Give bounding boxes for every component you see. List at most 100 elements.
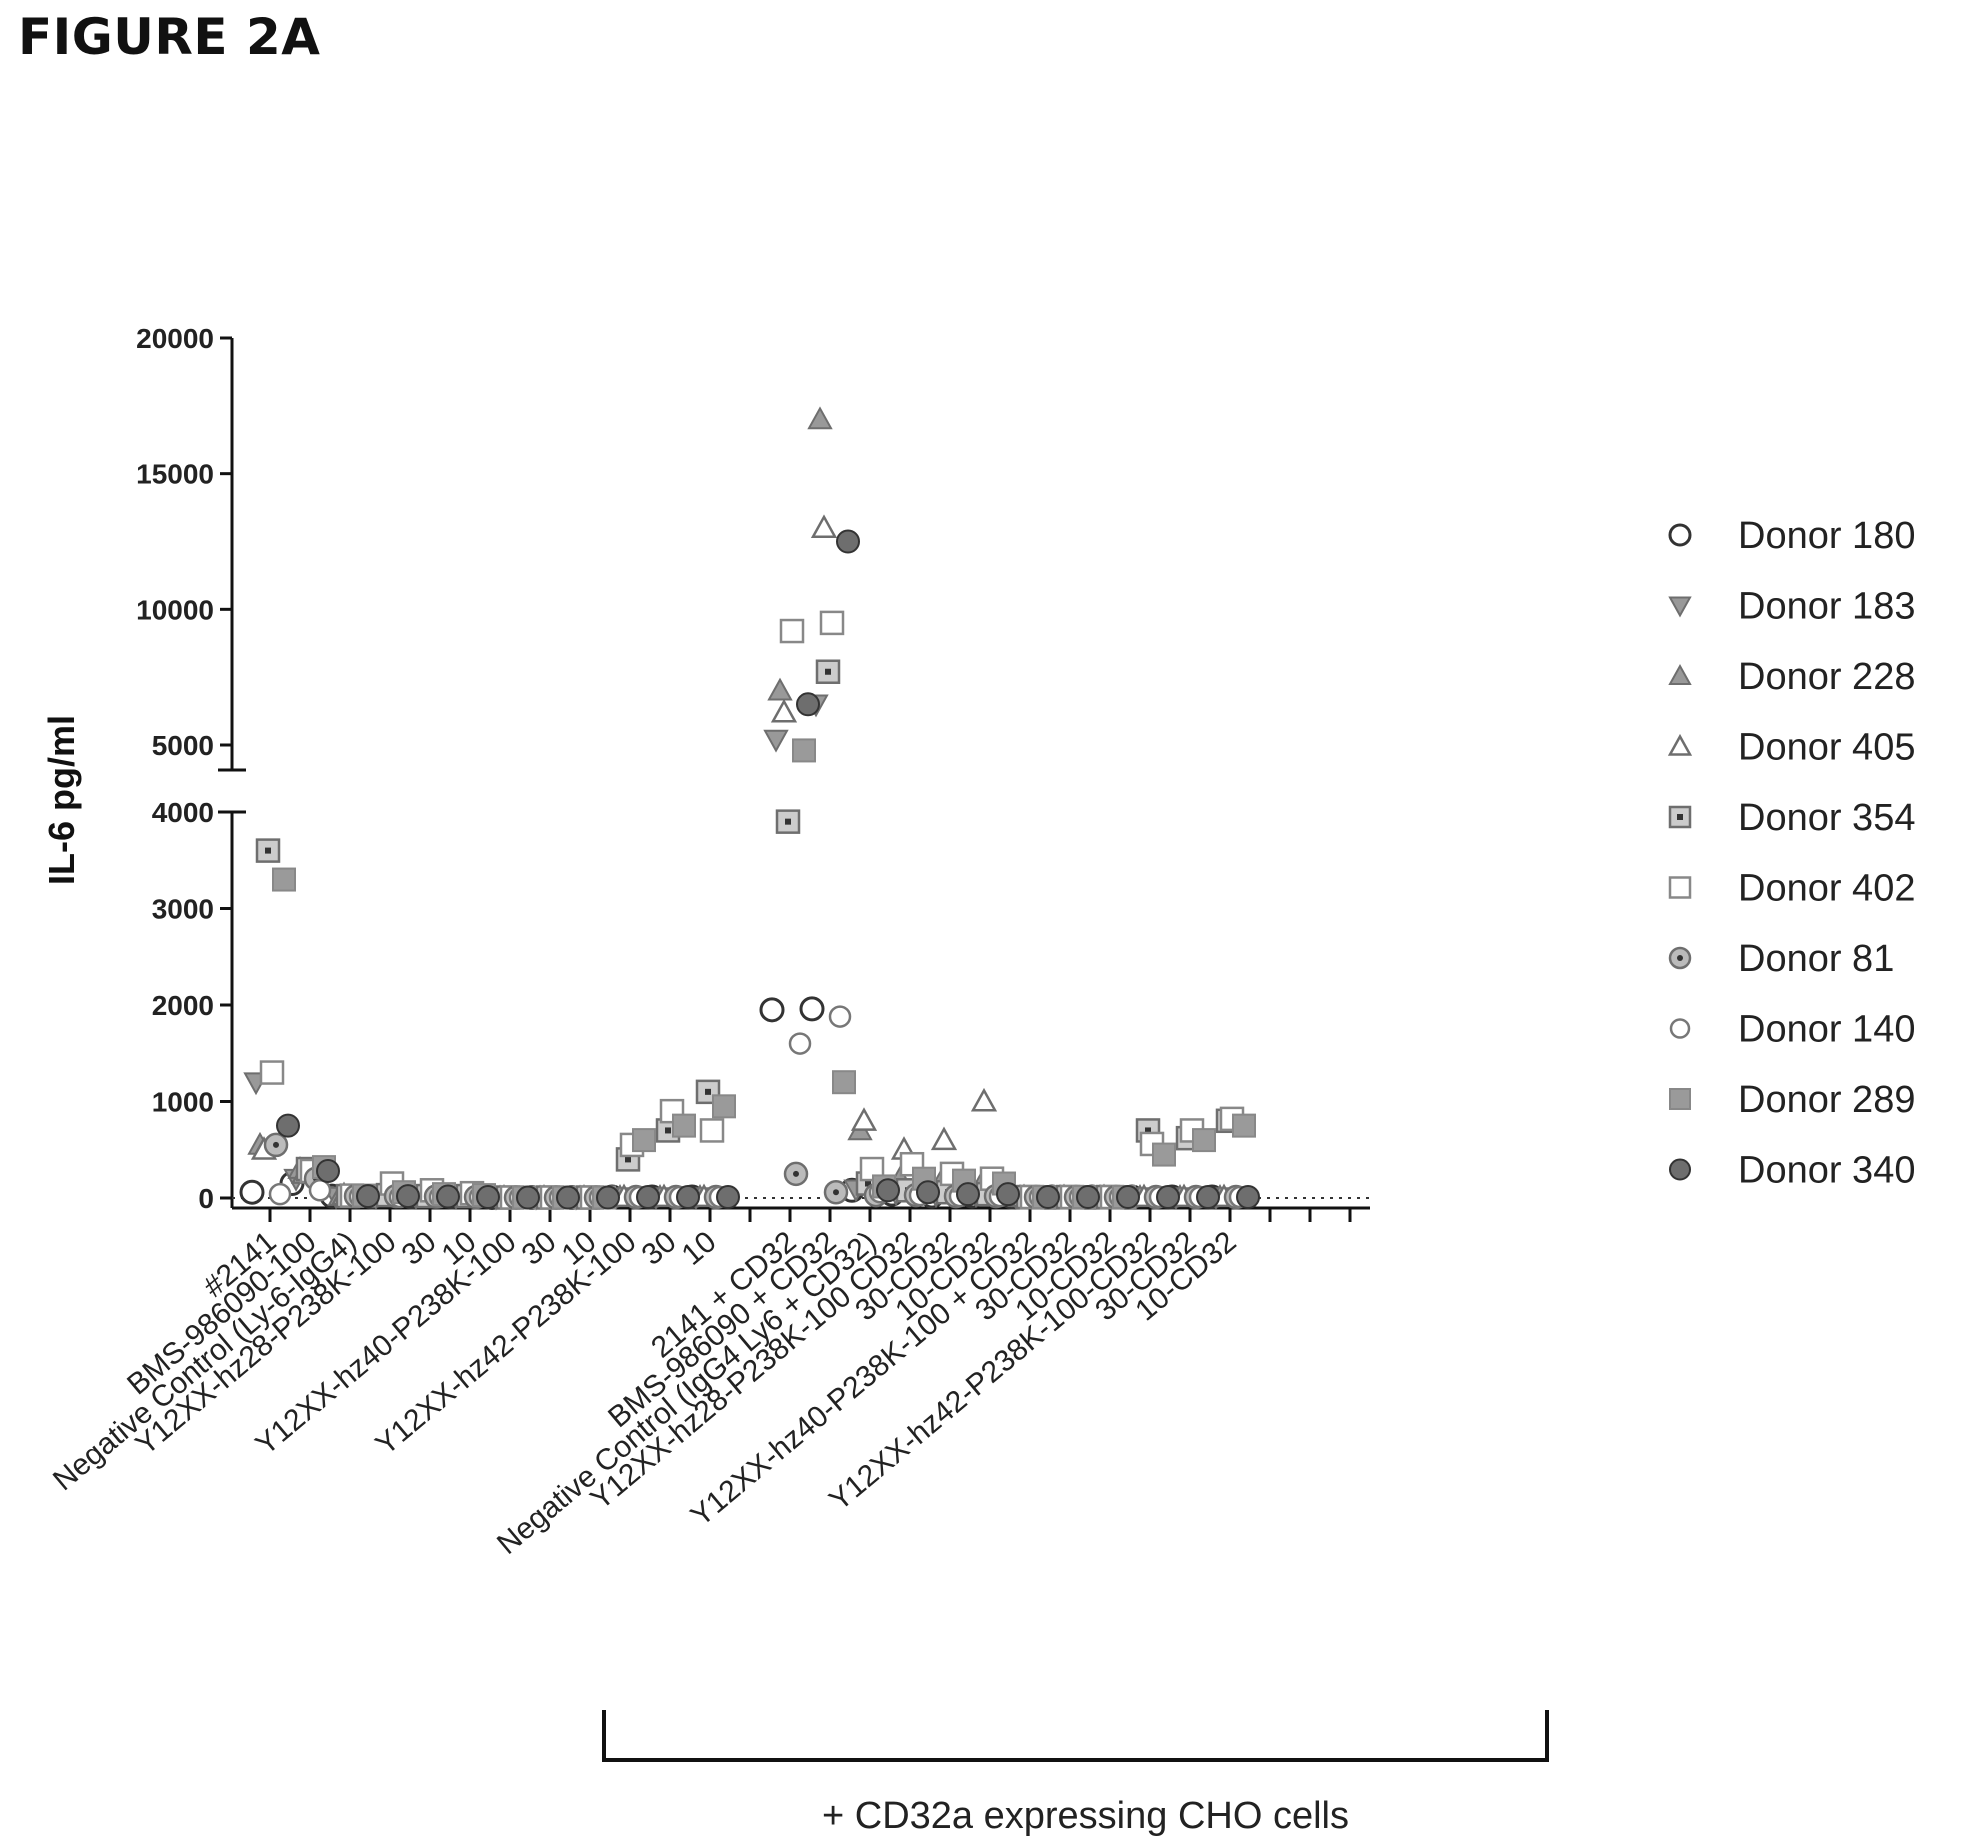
- legend-item: Donor 180: [1668, 515, 1915, 557]
- legend: Donor 180 Donor 183 Donor 228 Donor 405 Dono…: [1667, 515, 1915, 1192]
- data-point: [676, 1185, 700, 1210]
- y-tick-label: 3000: [152, 894, 214, 925]
- legend-item: Donor 340: [1669, 1150, 1915, 1192]
- data-point: [956, 1182, 980, 1207]
- category-label: 30: [636, 1225, 683, 1272]
- data-point: [1152, 1142, 1176, 1167]
- data-point: [828, 1005, 852, 1028]
- legend-item: Donor 81: [1668, 938, 1894, 980]
- data-point: [636, 1185, 660, 1210]
- data-point: [263, 1132, 289, 1158]
- series-donor-228: [247, 406, 1233, 1208]
- bracket-label: + CD32a expressing CHO cells: [822, 1795, 1349, 1837]
- data-point: [596, 1185, 620, 1210]
- y-tick-label: 15000: [136, 459, 214, 490]
- category-label: Negative Control (Ly-6-IgG4): [47, 1225, 362, 1497]
- category-label: 30: [396, 1225, 443, 1272]
- legend-label: Donor 140: [1738, 1009, 1915, 1051]
- data-point: [272, 867, 296, 892]
- legend-item: Donor 289: [1669, 1079, 1915, 1121]
- data-point: [1076, 1185, 1100, 1210]
- data-point: [632, 1128, 656, 1153]
- data-point: [783, 1161, 809, 1187]
- legend-item: Donor 183: [1668, 586, 1915, 628]
- y-tick-label: 10000: [136, 594, 214, 625]
- data-point: [930, 1126, 958, 1151]
- data-point: [775, 809, 801, 834]
- data-point: [970, 1087, 998, 1112]
- data-point: [476, 1185, 500, 1210]
- data-point: [516, 1185, 540, 1210]
- data-point: [796, 692, 820, 717]
- y-tick-label: 4000: [152, 797, 214, 828]
- data-point: [759, 997, 785, 1023]
- series-donor-140: [268, 1005, 1252, 1209]
- data-point: [712, 1094, 736, 1119]
- y-tick-label: 0: [198, 1183, 214, 1214]
- data-point: [850, 1107, 878, 1131]
- data-point: [699, 1118, 725, 1143]
- data-point: [832, 1070, 856, 1095]
- data-point: [810, 514, 838, 538]
- chart-axes: 0 1000 2000 3000 4000 5000 10000 15000 20000: [136, 323, 1370, 1222]
- legend-item: Donor 405: [1667, 727, 1915, 769]
- data-point: [268, 1182, 292, 1206]
- data-point: [1156, 1185, 1180, 1210]
- data-point: [672, 1113, 696, 1138]
- data-point: [792, 738, 816, 763]
- series-donor-289: [272, 738, 1256, 1210]
- data-point: [823, 1179, 849, 1205]
- legend-item: Donor 402: [1668, 868, 1915, 910]
- data-point: [819, 610, 845, 636]
- legend-label: Donor 289: [1738, 1079, 1915, 1121]
- data-point: [788, 1032, 812, 1055]
- legend-item: Donor 354: [1668, 797, 1915, 839]
- data-point: [1192, 1128, 1216, 1153]
- data-point: [396, 1184, 420, 1209]
- category-label: 30: [516, 1225, 563, 1272]
- data-points: [239, 406, 1260, 1211]
- legend-label: Donor 228: [1738, 656, 1915, 698]
- y-tick-label: 2000: [152, 990, 214, 1021]
- legend-item: Donor 140: [1669, 1009, 1915, 1051]
- series-donor-405: [250, 514, 1238, 1208]
- data-point: [1232, 1113, 1256, 1138]
- data-point: [1196, 1185, 1220, 1210]
- data-point: [1116, 1185, 1140, 1210]
- category-label: 10: [676, 1225, 723, 1272]
- bracket-line: [602, 1710, 1549, 1762]
- legend-label: Donor 183: [1738, 586, 1915, 628]
- legend-label: Donor 81: [1738, 938, 1894, 980]
- data-point: [815, 659, 841, 684]
- data-point: [716, 1185, 740, 1210]
- data-point: [316, 1158, 340, 1183]
- series-donor-354: [255, 659, 1241, 1210]
- y-tick-label: 20000: [136, 323, 214, 354]
- series-donor-340: [276, 529, 1260, 1210]
- data-point: [807, 406, 833, 430]
- data-point: [763, 729, 789, 753]
- data-point: [876, 1178, 900, 1203]
- data-point: [799, 996, 825, 1022]
- legend-label: Donor 180: [1738, 515, 1915, 557]
- data-point: [239, 1179, 265, 1205]
- data-point: [1036, 1185, 1060, 1210]
- data-point: [1236, 1185, 1260, 1210]
- data-point: [436, 1184, 460, 1209]
- legend-label: Donor 340: [1738, 1150, 1915, 1192]
- legend-item: Donor 228: [1668, 656, 1915, 698]
- data-point: [770, 698, 798, 723]
- y-tick-label: 1000: [152, 1087, 214, 1118]
- data-point: [996, 1182, 1020, 1207]
- legend-label: Donor 354: [1738, 797, 1915, 839]
- data-point: [916, 1180, 940, 1205]
- data-point: [767, 677, 793, 701]
- y-tick-label: 5000: [152, 730, 214, 761]
- data-point: [779, 618, 805, 644]
- y-axis-title: IL-6 pg/ml: [41, 715, 82, 885]
- data-point: [556, 1185, 580, 1210]
- legend-label: Donor 405: [1738, 727, 1915, 769]
- legend-label: Donor 402: [1738, 868, 1915, 910]
- series-donor-402: [259, 610, 1245, 1210]
